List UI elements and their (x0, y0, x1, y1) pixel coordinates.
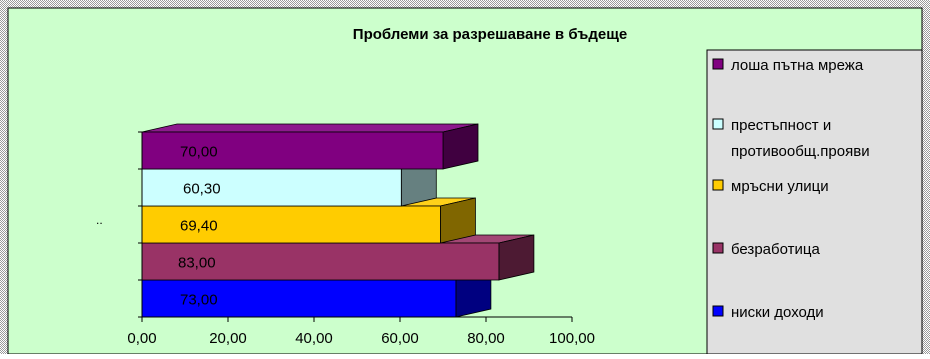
bar-value-label: 83,00 (178, 255, 216, 272)
legend-box (706, 49, 923, 355)
legend-entry: лоша пътна мрежа (712, 57, 864, 74)
chart-title: Проблеми за разрешаване в бъдеще (353, 26, 627, 43)
legend-label: ниски доходи (731, 304, 824, 321)
bar-side-face (442, 123, 479, 170)
x-tick-label: 0,00 (127, 330, 156, 347)
legend-label: лоша пътна мрежа (731, 57, 864, 74)
legend-swatch (712, 179, 724, 191)
bar-side-face (498, 234, 535, 281)
y-axis-label: .. (96, 213, 103, 227)
legend: лоша пътна мрежа престъпност и противообщ.… (712, 57, 870, 321)
x-tick-label: 80,00 (467, 330, 505, 347)
x-tick-label: 100,00 (549, 330, 595, 347)
bar-value-label: 60,30 (183, 181, 221, 198)
legend-entry: ниски доходи (712, 304, 824, 321)
legend-entry: мръсни улици (712, 178, 829, 195)
legend-swatch (712, 58, 724, 70)
bars-group: 73,00 83,00 69,40 60,30 70,00 (141, 123, 535, 318)
x-tick-label: 40,00 (295, 330, 333, 347)
bar-side-face (440, 197, 476, 244)
bar-front-face (141, 131, 444, 170)
bar-front-face (141, 279, 457, 318)
legend-label: безработица (731, 241, 820, 258)
x-axis: 0,00 20,00 40,00 60,00 80,00 100,00 (127, 131, 595, 347)
bar-top-face (141, 123, 479, 133)
legend-label: престъпност и (731, 117, 831, 134)
legend-label: противообщ.прояви (731, 143, 870, 160)
bar-front-face (141, 168, 402, 207)
legend-entry: престъпност и противообщ.прояви (712, 117, 870, 160)
x-tick-label: 20,00 (209, 330, 247, 347)
x-tick-label: 60,00 (381, 330, 419, 347)
legend-label: мръсни улици (731, 178, 829, 195)
legend-entry: безработица (712, 241, 820, 258)
bar-value-label: 73,00 (180, 292, 218, 309)
bar-value-label: 69,40 (180, 218, 218, 235)
bar-5: 70,00 (141, 123, 479, 170)
bar-front-face (141, 205, 441, 244)
legend-swatch (712, 242, 724, 254)
legend-swatch (712, 305, 724, 317)
bar-value-label: 70,00 (180, 144, 218, 161)
legend-swatch (712, 118, 724, 130)
